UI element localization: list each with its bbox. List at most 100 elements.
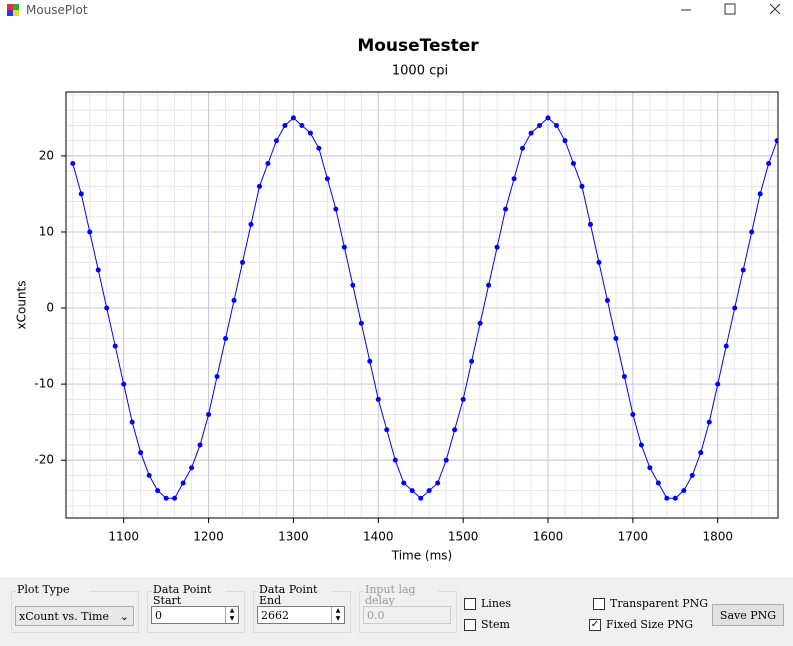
- data-point: [452, 427, 458, 433]
- data-point: [206, 412, 212, 418]
- data-point: [570, 161, 576, 167]
- data-point: [621, 374, 627, 380]
- save-button[interactable]: Save PNG: [712, 604, 784, 626]
- data-point: [273, 138, 279, 144]
- data-point: [189, 465, 195, 471]
- data-point: [520, 145, 526, 151]
- data-point: [443, 457, 449, 463]
- chart-subtitle: 1000 cpi: [392, 64, 448, 79]
- data-point: [562, 138, 568, 144]
- y-axis-label: xCounts: [15, 281, 29, 330]
- plot-area: [66, 92, 778, 518]
- y-tick-label: -20: [34, 453, 54, 467]
- data-point: [121, 381, 127, 387]
- data-point: [537, 122, 543, 128]
- y-tick-label: 20: [39, 148, 54, 162]
- data-point: [367, 358, 373, 364]
- data-point: [511, 176, 517, 182]
- data-point: [214, 374, 220, 380]
- data-point: [435, 480, 441, 486]
- series-line: [72, 117, 778, 499]
- chart: MouseTester 1000 cpi Time (ms) xCounts 1…: [15, 36, 779, 563]
- window-buttons[interactable]: [673, 0, 793, 22]
- label: Input lag delay: [364, 584, 438, 606]
- data-point: [477, 320, 483, 326]
- x-tick-label: 1600: [533, 530, 564, 544]
- checkbox-label: Fixed Size PNG: [606, 618, 694, 631]
- app-icon: [7, 4, 19, 16]
- data-point: [172, 495, 178, 501]
- data-point: [647, 465, 653, 471]
- input-value: 2662: [261, 609, 289, 622]
- y-tick-label: 0: [46, 301, 54, 315]
- data-point: [163, 495, 169, 501]
- data-point: [689, 472, 695, 478]
- data-point: [138, 450, 144, 456]
- data-point: [774, 138, 778, 144]
- data-point: [418, 495, 424, 501]
- x-tick-label: 1800: [702, 530, 733, 544]
- plot-type-select[interactable]: xCount vs. Time ⌄: [15, 606, 134, 626]
- data-point: [248, 221, 254, 227]
- data-point: [638, 442, 644, 448]
- data-point: [715, 381, 721, 387]
- data-point: [528, 130, 534, 136]
- data-point: [70, 161, 76, 167]
- window-title: MousePlot: [26, 3, 88, 17]
- data-point: [197, 442, 203, 448]
- data-point: [78, 191, 84, 197]
- data-point: [579, 183, 585, 189]
- plot-frame: [65, 91, 779, 519]
- data-point: [732, 305, 738, 311]
- data-point: [299, 122, 305, 128]
- data-point: [290, 115, 296, 121]
- data-point: [256, 183, 262, 189]
- data-point: [486, 282, 492, 288]
- input-value: 0: [155, 609, 162, 622]
- select-value: xCount vs. Time: [19, 610, 109, 623]
- checkbox-label: Stem: [481, 618, 510, 631]
- data-point: [554, 122, 560, 128]
- end-group: Data Point End 2662 ▲ ▼: [253, 584, 351, 633]
- x-tick-label: 1300: [278, 530, 309, 544]
- data-point: [503, 206, 509, 212]
- checkbox-label: Transparent PNG: [610, 597, 709, 610]
- data-point: [146, 472, 152, 478]
- data-point: [316, 145, 322, 151]
- end-input[interactable]: 2662 ▲ ▼: [257, 606, 345, 624]
- data-point: [757, 191, 763, 197]
- input-value: 0.0: [367, 609, 385, 622]
- data-point: [112, 343, 118, 349]
- data-point: [341, 244, 347, 250]
- x-tick-label: 1100: [108, 530, 139, 544]
- data-point: [460, 396, 466, 402]
- chart-title: MouseTester: [357, 36, 479, 56]
- data-point: [324, 176, 330, 182]
- data-point: [655, 480, 661, 486]
- data-point: [350, 282, 356, 288]
- y-tick-label: 10: [39, 224, 54, 238]
- data-point: [240, 259, 246, 265]
- y-tick-label: -10: [34, 377, 54, 391]
- lines-checkbox[interactable]: [464, 598, 476, 610]
- transparent-checkbox[interactable]: [593, 598, 605, 610]
- data-point: [740, 267, 746, 273]
- data-point: [129, 419, 135, 425]
- title-bar: MousePlot: [0, 0, 793, 22]
- data-point: [265, 161, 271, 167]
- data-point: [587, 221, 593, 227]
- data-point: [766, 161, 772, 167]
- data-point: [333, 206, 339, 212]
- fixed-size-checkbox[interactable]: ✓: [589, 619, 601, 631]
- data-point: [375, 396, 381, 402]
- data-point: [155, 488, 161, 494]
- data-point: [282, 122, 288, 128]
- data-point: [596, 259, 602, 265]
- data-point: [698, 450, 704, 456]
- data-point: [384, 427, 390, 433]
- start-input[interactable]: 0 ▲ ▼: [151, 606, 239, 624]
- plot-type-group: Plot Type xCount vs. Time ⌄: [11, 584, 139, 633]
- data-point: [681, 488, 687, 494]
- data-point: [401, 480, 407, 486]
- stem-checkbox[interactable]: [464, 619, 476, 631]
